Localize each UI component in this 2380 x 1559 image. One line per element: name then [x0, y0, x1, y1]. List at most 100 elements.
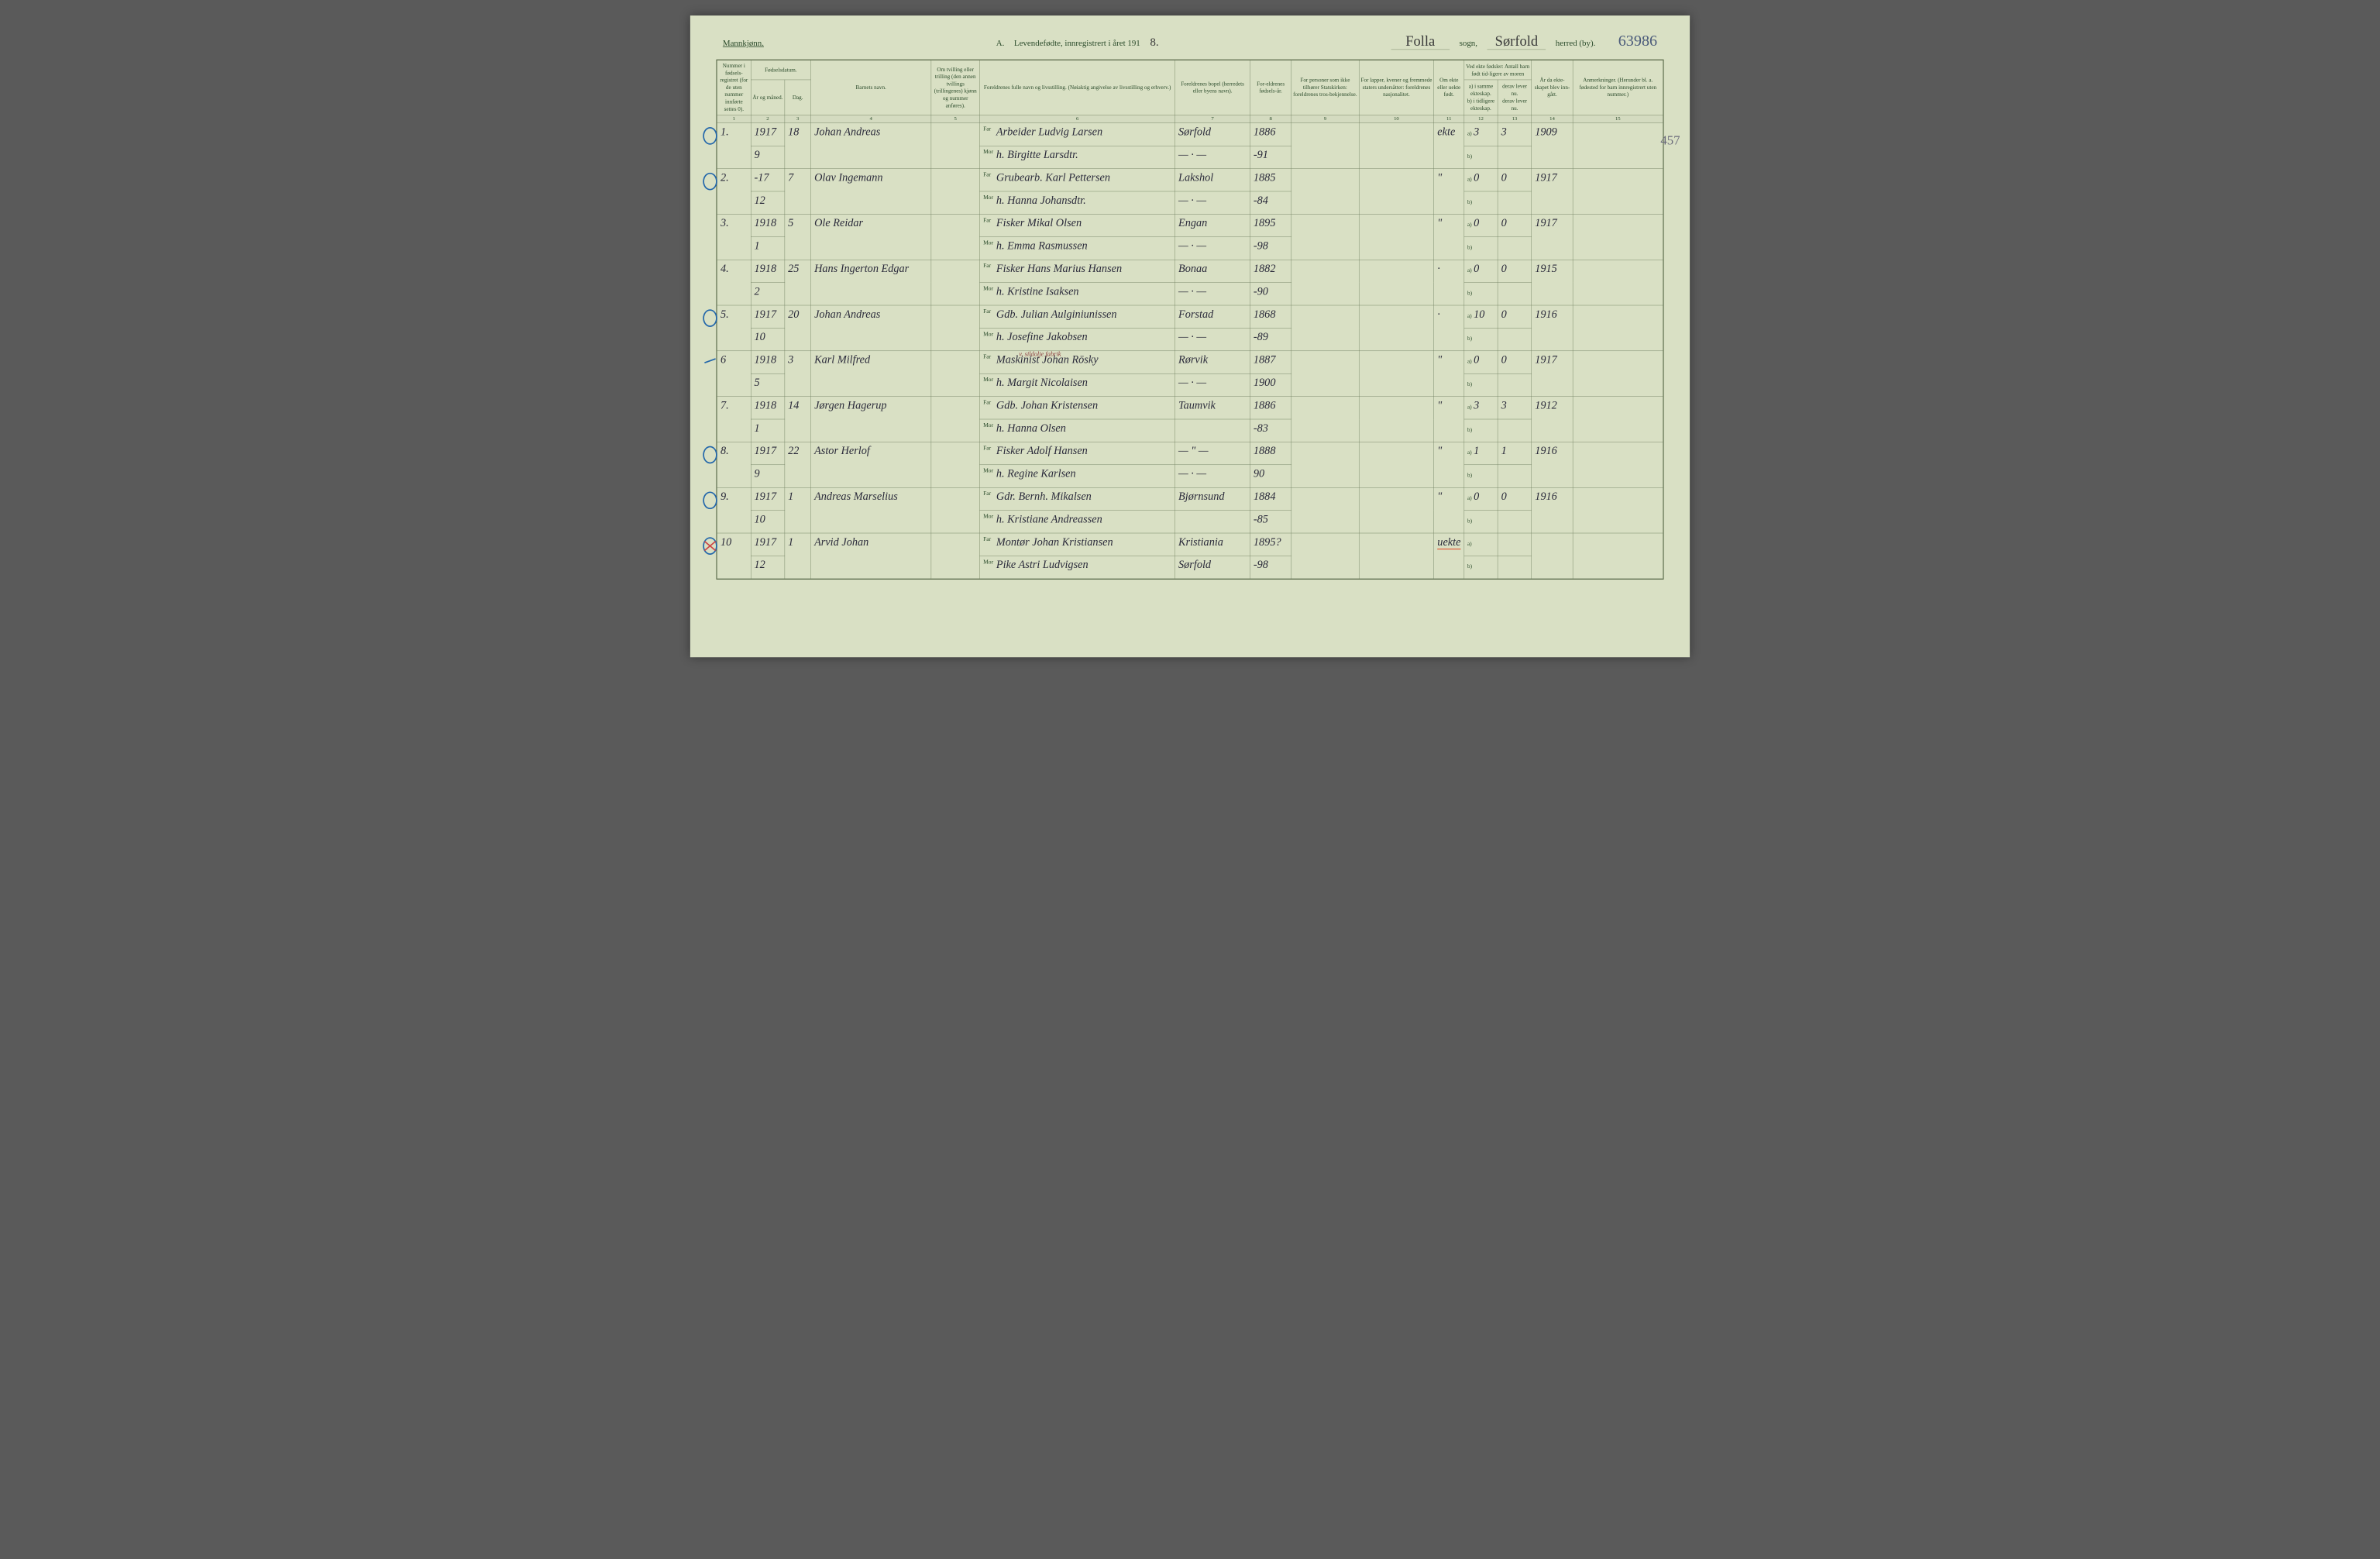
mor-label: Mor [983, 377, 996, 383]
mother-birthyear: -98 [1250, 237, 1291, 260]
marriage-year: 1915 [1532, 260, 1573, 305]
b-label: b) [1467, 244, 1472, 250]
mother-birthyear: -98 [1250, 556, 1291, 579]
father-birthyear: 1885 [1250, 169, 1291, 191]
father-cell: FarMaskinist Johan Röskyv. sildolje fabr… [980, 351, 1175, 373]
b-label: b) [1467, 427, 1472, 433]
entry-number: 8. [717, 442, 751, 488]
prev-children-b: b) [1464, 419, 1498, 442]
living-b [1498, 283, 1532, 305]
reference-number: 63986 [1618, 32, 1657, 50]
mor-label: Mor [983, 149, 996, 155]
colnum: 13 [1498, 115, 1532, 123]
religion-cell [1291, 123, 1359, 169]
title-prefix: A. [996, 38, 1005, 48]
far-label: Far [983, 399, 996, 405]
far-label: Far [983, 490, 996, 497]
marriage-year: 1917 [1532, 351, 1573, 397]
living-a: 3 [1498, 123, 1532, 146]
child-name: Karl Milfred [811, 351, 931, 397]
mother-cell: Morh. Kristiane Andreassen [980, 511, 1175, 533]
mother-name: h. Josefine Jakobsen [996, 331, 1088, 343]
child-name: Astor Herlof [811, 442, 931, 488]
a-label: a) [1467, 495, 1472, 501]
residence-father: Bjørnsund [1175, 487, 1250, 510]
mother-cell: Morh. Emma Rasmussen [980, 237, 1175, 260]
prev-children-b: b) [1464, 511, 1498, 533]
living-b [1498, 191, 1532, 214]
colnum: 11 [1434, 115, 1464, 123]
herred-value: Sørfold [1488, 33, 1546, 50]
father-birthyear: 1887 [1250, 351, 1291, 373]
birth-year: 1918 [751, 260, 785, 282]
remarks-cell [1573, 533, 1663, 579]
blue-circle-mark [703, 173, 717, 191]
prev-children-a: a)3 [1464, 123, 1498, 146]
col-3-header: Dag. [785, 80, 811, 115]
colnum: 2 [751, 115, 785, 123]
far-label: Far [983, 354, 996, 360]
table-row: 9.19171Andreas MarseliusFarGdr. Bernh. M… [717, 487, 1663, 510]
religion-cell [1291, 487, 1359, 533]
table-header: Nummer i fødsels-registret (for de uten … [717, 60, 1663, 123]
birth-year: 1917 [751, 123, 785, 146]
a-value: 10 [1474, 308, 1484, 321]
prev-children-a: a) [1464, 533, 1498, 556]
legitimacy-value: " [1437, 490, 1442, 503]
residence-father: Bonaa [1175, 260, 1250, 282]
entry-number: 6 [717, 351, 751, 397]
col-5-header: Om tvilling eller trilling (den annen tv… [931, 60, 980, 115]
father-cell: FarGrubearb. Karl Pettersen [980, 169, 1175, 191]
mother-birthyear: -89 [1250, 329, 1291, 351]
father-name: Fisker Adolf Hansen [996, 445, 1088, 457]
religion-cell [1291, 351, 1359, 397]
legitimacy-value: " [1437, 171, 1442, 184]
legitimacy-cell: ekte [1434, 123, 1464, 169]
mother-cell: Morh. Hanna Olsen [980, 419, 1175, 442]
birth-day: 22 [785, 442, 811, 488]
b-label: b) [1467, 336, 1472, 342]
mother-name: h. Regine Karlsen [996, 468, 1076, 480]
birth-day: 18 [785, 123, 811, 169]
table-row: 3.19185Ole ReidarFarFisker Mikal OlsenEn… [717, 215, 1663, 237]
child-name: Arvid Johan [811, 533, 931, 579]
mother-birthyear: 90 [1250, 465, 1291, 487]
far-label: Far [983, 536, 996, 542]
father-name: Gdr. Bernh. Mikalsen [996, 490, 1092, 503]
living-a: 0 [1498, 260, 1532, 282]
religion-cell [1291, 442, 1359, 488]
birth-month: 12 [751, 556, 785, 579]
table-row: 4.191825Hans Ingerton EdgarFarFisker Han… [717, 260, 1663, 282]
col-13-header: derav lever nu. derav lever nu. [1498, 80, 1532, 115]
entry-number: 2. [717, 169, 751, 215]
birth-month: 10 [751, 329, 785, 351]
mother-cell: Morh. Hanna Johansdtr. [980, 191, 1175, 214]
residence-father: Kristiania [1175, 533, 1250, 556]
remarks-cell [1573, 442, 1663, 488]
living-b [1498, 511, 1532, 533]
residence-father: Forstad [1175, 305, 1250, 328]
a-label: a) [1467, 267, 1472, 274]
mor-label: Mor [983, 331, 996, 337]
residence-mother: Sørfold [1175, 556, 1250, 579]
birth-month: 12 [751, 191, 785, 214]
marriage-year [1532, 533, 1573, 579]
ledger-page: Mannkjønn. A. Levendefødte, innregistrer… [690, 15, 1690, 657]
residence-mother [1175, 419, 1250, 442]
mother-cell: Morh. Josefine Jakobsen [980, 329, 1175, 351]
sogn-value: Folla [1391, 33, 1450, 50]
father-name: Gdb. Johan Kristensen [996, 399, 1098, 411]
twin-info [931, 305, 980, 351]
mor-label: Mor [983, 194, 996, 201]
birth-year: -17 [751, 169, 785, 191]
legitimacy-cell: " [1434, 215, 1464, 260]
father-name: Montør Johan Kristiansen [996, 536, 1113, 549]
father-name: Fisker Mikal Olsen [996, 217, 1082, 229]
b-label: b) [1467, 290, 1472, 296]
mother-cell: Morh. Regine Karlsen [980, 465, 1175, 487]
herred-label: herred (by). [1556, 38, 1596, 48]
col-10-header: For lapper, kvener og fremmede staters u… [1359, 60, 1434, 115]
father-cell: FarFisker Hans Marius Hansen [980, 260, 1175, 282]
residence-mother: — · — [1175, 329, 1250, 351]
ledger-table: Nummer i fødsels-registret (for de uten … [717, 60, 1663, 580]
